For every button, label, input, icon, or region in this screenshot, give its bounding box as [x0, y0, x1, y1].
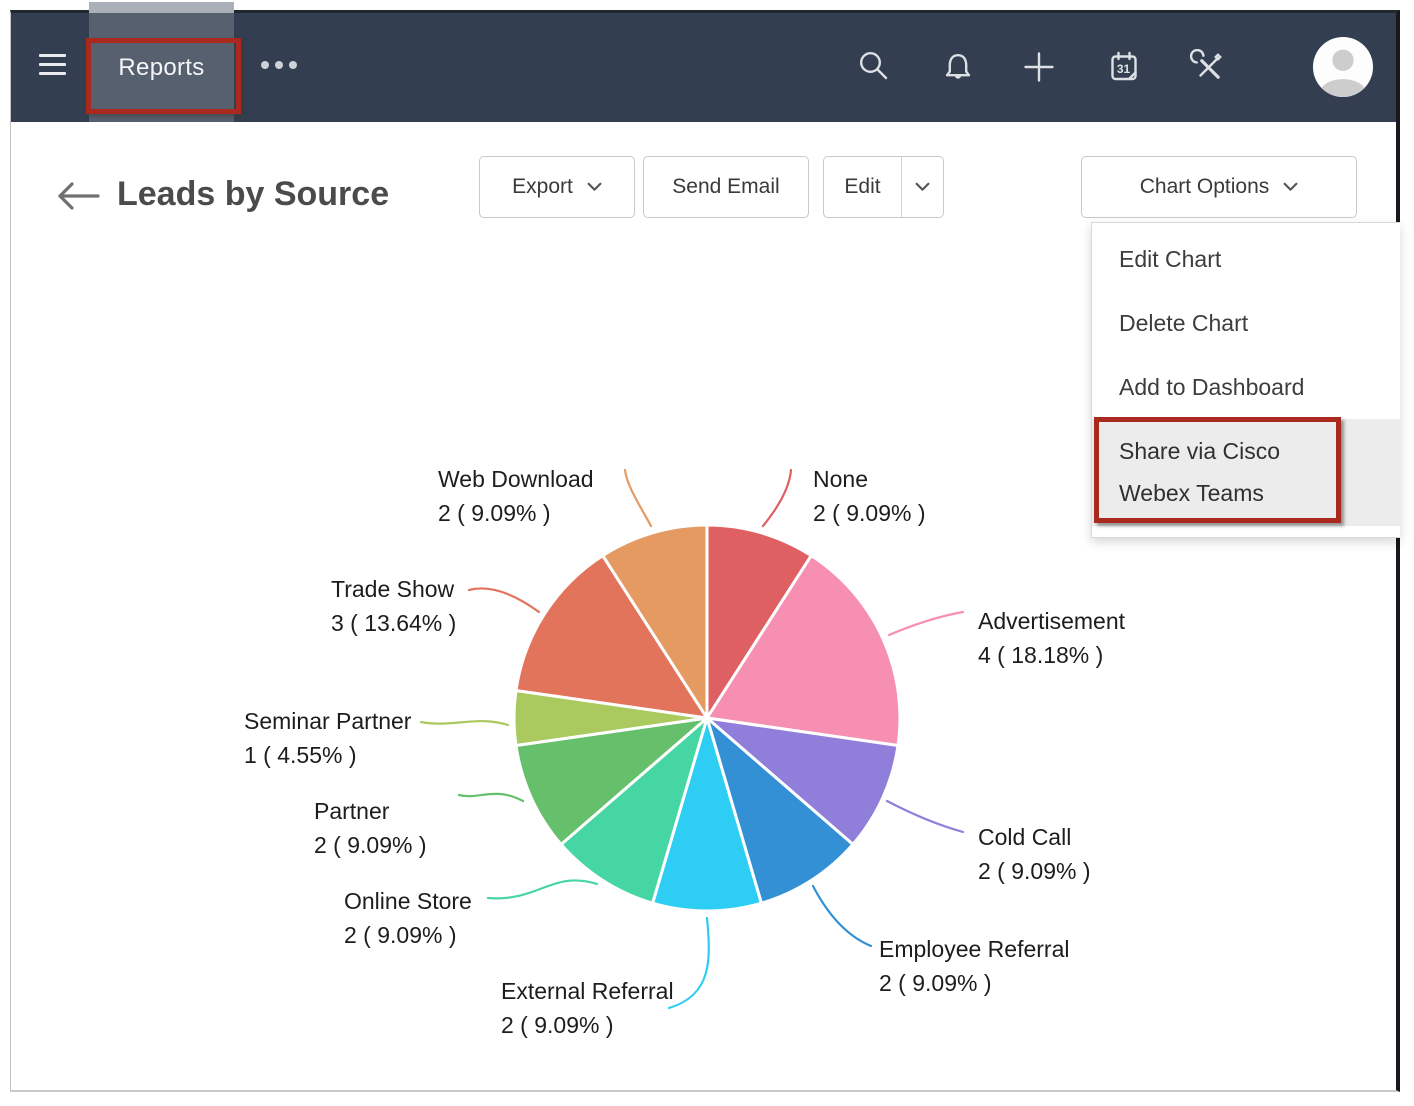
pie-leader-line-seminar-partner: [419, 719, 510, 727]
chart-options-button-label: Chart Options: [1139, 175, 1270, 198]
pie-leader-line-none: [761, 468, 793, 528]
edit-button-label: Edit: [844, 175, 881, 198]
pie-leader-line-cold-call: [885, 799, 965, 834]
pie-leader-line-web-download: [623, 468, 653, 528]
pie-slice-external-referral[interactable]: [651, 716, 763, 913]
export-button[interactable]: Export: [479, 156, 635, 218]
edit-button[interactable]: Edit: [824, 157, 901, 217]
chevron-down-icon: [915, 182, 930, 191]
share-menu-item-line2: Webex Teams: [1119, 480, 1264, 506]
tab-reports[interactable]: Reports: [89, 13, 234, 122]
pie-slice-advertisement[interactable]: [705, 554, 902, 747]
pie-slice-partner[interactable]: [514, 716, 709, 846]
calendar-icon[interactable]: 31: [1106, 49, 1142, 85]
search-icon[interactable]: [856, 49, 892, 85]
tab-reports-label: Reports: [118, 53, 205, 81]
pie-slice-cold-call[interactable]: [705, 716, 900, 846]
top-navbar: Reports 31: [11, 2, 1396, 122]
pie-label-cold-call: Cold Call 2 ( 9.09% ): [978, 824, 1091, 884]
export-button-label: Export: [512, 175, 573, 198]
pie-label-external-referral: External Referral 2 ( 9.09% ): [501, 978, 674, 1038]
pie-leader-line-external-referral: [667, 916, 710, 1010]
share-menu-item-line1: Share via Cisco: [1119, 438, 1281, 464]
pie-leader-line-trade-show: [467, 587, 541, 614]
chart-options-button[interactable]: Chart Options: [1081, 156, 1357, 218]
page-title: Leads by Source: [117, 175, 390, 213]
add-plus-icon[interactable]: [1021, 49, 1057, 85]
pie-leader-line-online-store: [486, 879, 599, 900]
calendar-day-number: 31: [1117, 62, 1131, 76]
pie-label-online-store: Online Store 2 ( 9.09% ): [344, 888, 472, 948]
pie-label-seminar-partner: Seminar Partner 1 ( 4.55% ): [244, 708, 412, 768]
send-email-button[interactable]: Send Email: [643, 156, 809, 218]
pie-slice-web-download[interactable]: [601, 523, 709, 720]
pie-label-web-download: Web Download 2 ( 9.09% ): [438, 466, 594, 526]
more-tabs-icon[interactable]: [261, 61, 297, 69]
pie-slice-online-store[interactable]: [559, 716, 709, 905]
pie-slice-trade-show[interactable]: [514, 554, 709, 720]
chevron-down-icon: [1283, 182, 1298, 191]
pie-label-partner: Partner 2 ( 9.09% ): [314, 798, 427, 858]
notifications-bell-icon[interactable]: [940, 49, 976, 85]
edit-split-button: Edit: [823, 156, 944, 218]
user-avatar[interactable]: [1312, 36, 1374, 98]
pie-leader-line-advertisement: [887, 610, 965, 637]
send-email-button-label: Send Email: [672, 175, 780, 198]
chevron-down-icon: [587, 182, 602, 191]
pie-slice-employee-referral[interactable]: [705, 716, 855, 905]
pie-leader-line-employee-referral: [811, 884, 873, 948]
pie-label-none: None 2 ( 9.09% ): [813, 466, 926, 526]
menu-item-edit-chart[interactable]: Edit Chart: [1119, 245, 1222, 272]
edit-dropdown-toggle[interactable]: [901, 157, 943, 217]
menu-item-add-to-dashboard[interactable]: Add to Dashboard: [1119, 373, 1305, 400]
menu-item-delete-chart[interactable]: Delete Chart: [1119, 309, 1249, 336]
pie-label-employee-referral: Employee Referral 2 ( 9.09% ): [879, 936, 1070, 996]
leads-by-source-pie-chart: [419, 468, 965, 1010]
app-window: Reports 31: [10, 2, 1400, 1092]
reports-tab-highlight-cap: [89, 2, 234, 13]
pie-label-trade-show: Trade Show 3 ( 13.64% ): [331, 576, 457, 636]
pie-slice-none[interactable]: [705, 523, 813, 720]
hamburger-menu-icon[interactable]: [39, 54, 66, 81]
menu-item-share-via-cisco-webex-teams[interactable]: Share via Cisco Webex Teams: [1092, 419, 1400, 526]
pie-label-advertisement: Advertisement 4 ( 18.18% ): [978, 608, 1126, 668]
pie-leader-line-partner: [457, 792, 525, 803]
setup-tools-icon[interactable]: [1189, 48, 1226, 85]
back-arrow-button[interactable]: [56, 181, 100, 211]
chart-options-menu: Edit Chart Delete Chart Add to Dashboard S…: [1091, 222, 1400, 538]
